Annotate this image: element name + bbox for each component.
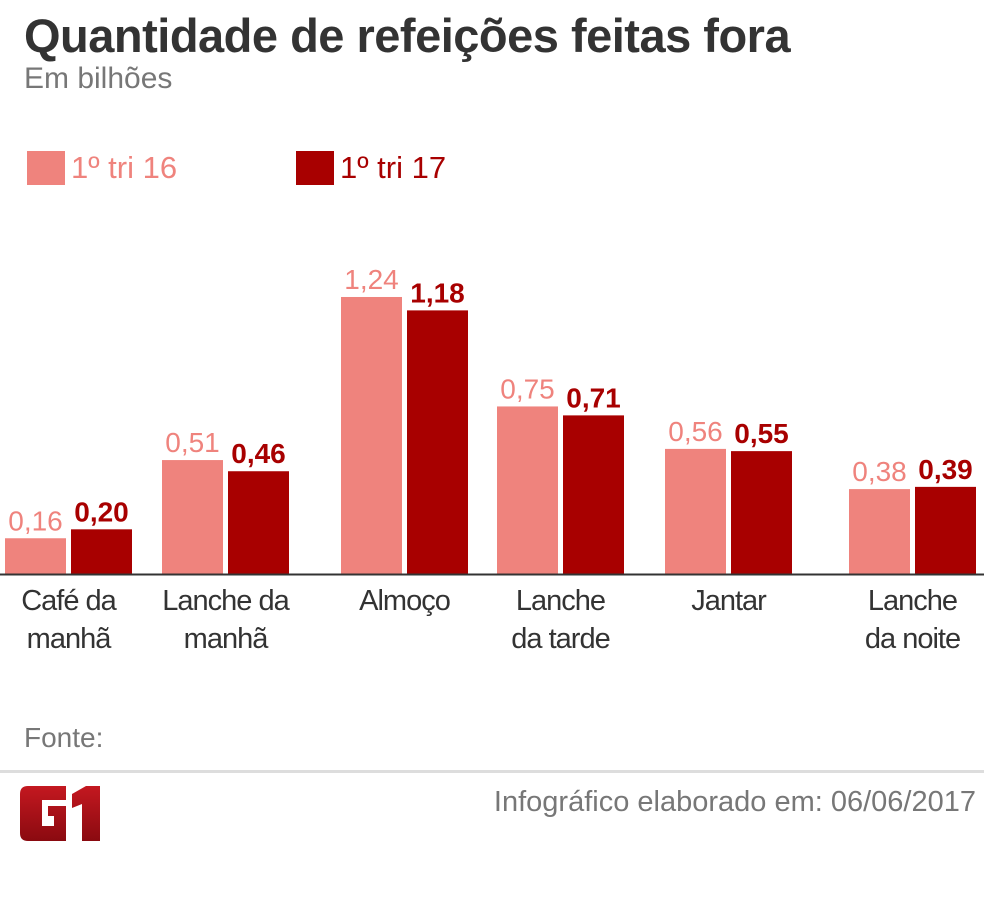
legend-item-series1: 1º tri 16	[27, 150, 177, 186]
data-label: 0,51	[165, 427, 220, 458]
data-label: 0,55	[734, 418, 789, 449]
category-label: manhã	[184, 623, 270, 655]
bar	[915, 486, 976, 574]
category-label: Almoço	[359, 585, 450, 617]
source-label: Fonte:	[24, 722, 104, 753]
category-label: Lanche	[516, 585, 605, 617]
bar	[849, 489, 910, 574]
g1-logo	[20, 786, 100, 841]
data-label: 1,18	[410, 277, 465, 308]
bar	[341, 296, 402, 574]
data-label: 0,71	[566, 382, 621, 413]
data-label: 0,46	[231, 438, 286, 469]
category-label: da tarde	[511, 623, 609, 655]
category-label: Jantar	[691, 585, 767, 617]
category-label: Lanche da	[162, 585, 290, 617]
legend-label: 1º tri 17	[340, 150, 447, 185]
category-label: da noite	[865, 623, 960, 655]
legend-swatch	[27, 151, 65, 185]
category-label: manhã	[27, 623, 113, 655]
bar-chart: 0,16 0,20 Café da manhã 0,51 0,46 Lanche da man…	[0, 264, 984, 655]
bar	[497, 406, 558, 574]
bar	[407, 310, 468, 574]
category-label: Café da	[21, 585, 117, 617]
category-label: Lanche	[868, 585, 957, 617]
data-label: 0,75	[500, 373, 555, 404]
data-label: 0,16	[8, 505, 63, 536]
bar	[71, 529, 132, 574]
credit-text: Infográfico elaborado em: 06/06/2017	[493, 786, 976, 818]
divider	[0, 770, 984, 773]
data-label: 1,24	[344, 264, 399, 295]
bar	[162, 460, 223, 574]
chart-title: Quantidade de refeições feitas fora	[24, 9, 791, 62]
chart-subtitle: Em bilhões	[24, 62, 173, 95]
bar	[228, 471, 289, 574]
bar	[563, 415, 624, 574]
data-label: 0,56	[668, 416, 723, 447]
bar	[665, 448, 726, 574]
bar	[5, 538, 66, 574]
legend-item-series2: 1º tri 17	[296, 150, 446, 186]
data-label: 0,39	[918, 454, 973, 485]
data-label: 0,38	[852, 456, 907, 487]
data-label: 0,20	[74, 496, 129, 527]
legend-swatch	[296, 151, 334, 185]
bar	[731, 451, 792, 574]
legend-label: 1º tri 16	[71, 150, 178, 185]
